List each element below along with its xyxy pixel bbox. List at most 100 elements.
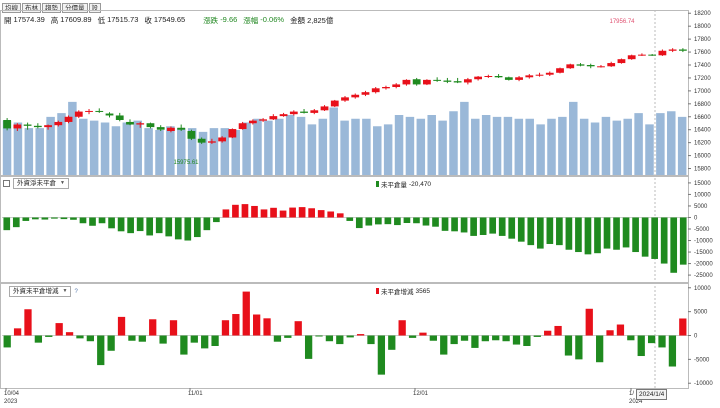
candle-body: [597, 66, 605, 68]
volume-bar: [514, 118, 524, 175]
y-tick-label: 5000: [694, 310, 708, 316]
volume-bar: [2, 120, 12, 175]
candle-body: [351, 94, 360, 98]
y-tick-label: -25000: [694, 273, 713, 279]
y-tick-label: 17400: [694, 63, 711, 69]
tab-trend[interactable]: 趨勢: [42, 3, 61, 13]
volume-bar: [438, 120, 447, 175]
oi-bar: [544, 330, 552, 336]
panel2-indicator-value: -20,470: [409, 180, 432, 188]
volume-bar: [198, 131, 208, 175]
volume-bar: [24, 128, 34, 175]
oi-bar: [627, 335, 635, 341]
panel3-indicator-value: 3565: [415, 287, 430, 295]
candle-body: [668, 49, 677, 51]
oi-bar: [365, 217, 373, 226]
oi-bar: [41, 217, 49, 220]
oi-bar: [128, 335, 136, 341]
candle-body: [627, 55, 636, 60]
oi-bar: [670, 217, 678, 273]
oi-bar: [606, 330, 614, 336]
oi-bar: [65, 332, 74, 336]
oi-bar: [60, 217, 68, 220]
oi-bar: [394, 217, 401, 226]
low-label: 低: [97, 16, 106, 25]
volume-bar: [558, 116, 567, 175]
volume-bar: [503, 116, 513, 175]
candle-body: [156, 127, 165, 130]
oi-bar: [492, 335, 500, 341]
tab-bollinger[interactable]: 布林: [22, 3, 41, 13]
candle-body: [248, 120, 257, 124]
volume-bar: [133, 120, 142, 175]
candle-body: [371, 88, 380, 93]
volume-bar: [405, 116, 415, 175]
volume-bar: [220, 128, 230, 175]
candle-body: [341, 97, 349, 101]
panel2-checkbox[interactable]: [3, 180, 10, 187]
candle-body: [64, 116, 73, 122]
x-tick-label: 1/: [629, 391, 634, 397]
volume-bar: [645, 124, 654, 175]
volume-bar: [579, 118, 589, 175]
legend-swatch-icon: [376, 288, 379, 294]
oi-bar: [3, 335, 11, 348]
open-value: 17574.39: [13, 15, 45, 24]
pct-value: -0.06%: [260, 15, 285, 24]
panel3-selector[interactable]: 外資未平倉增減 ▼: [9, 286, 72, 297]
oi-bar: [398, 320, 406, 336]
tab-moving-average[interactable]: 均線: [2, 3, 21, 13]
oi-bar: [336, 213, 344, 218]
oi-bar: [622, 217, 630, 248]
tab-volume-by-price[interactable]: 分價量: [62, 3, 88, 13]
candle-body: [289, 111, 298, 115]
help-icon[interactable]: ?: [74, 288, 78, 295]
oi-bar: [279, 210, 287, 218]
volume-bar: [547, 118, 556, 175]
oi-bar: [117, 316, 126, 336]
candle-body: [126, 121, 134, 125]
oi-bar: [190, 335, 198, 343]
candle-body: [13, 124, 22, 129]
candle-body: [545, 72, 554, 75]
oi-bar: [98, 217, 106, 224]
candle-body: [279, 114, 288, 117]
oi-bar: [419, 332, 427, 336]
volume-bar: [35, 128, 44, 175]
volume-bar: [416, 118, 426, 175]
open-label: 開: [4, 16, 12, 25]
volume-bar: [340, 120, 349, 175]
oi-bar: [263, 318, 271, 336]
high-value: 17609.89: [60, 15, 92, 24]
panel3-header: 外資未平倉增減 ▼ ?: [9, 286, 78, 297]
oi-bar: [79, 217, 87, 224]
volume-bar: [296, 116, 306, 175]
volume-bar: [46, 116, 55, 175]
volume-bar: [166, 126, 175, 175]
y-tick-label: -5000: [694, 357, 710, 363]
oi-bar: [375, 217, 382, 225]
amount-label: 金額: [290, 16, 306, 25]
candle-body: [412, 79, 421, 85]
candle-body: [115, 115, 124, 120]
candle-body: [3, 120, 12, 129]
oi-bar: [242, 291, 250, 336]
tab-settings[interactable]: 設: [88, 3, 101, 13]
y-tick-label: 16200: [694, 141, 711, 147]
volume-bar: [362, 118, 371, 175]
oi-bar: [356, 334, 365, 336]
oi-bar: [346, 217, 354, 221]
oi-bar: [481, 335, 489, 342]
candle-body: [382, 87, 390, 89]
panel2-selector[interactable]: 外資淨未平倉 ▼: [13, 178, 69, 189]
open-interest-panel: [2, 204, 688, 273]
oi-bar: [55, 323, 63, 336]
quote-bar: 開 17574.39 高 17609.89 低 17515.73 收 17549.65 …: [4, 15, 333, 26]
candle-body: [433, 79, 442, 81]
close-label: 收: [144, 16, 152, 25]
oi-bar: [260, 209, 268, 218]
oi-bar: [317, 210, 325, 218]
oi-bar: [668, 335, 677, 367]
oi-bar: [89, 217, 96, 226]
